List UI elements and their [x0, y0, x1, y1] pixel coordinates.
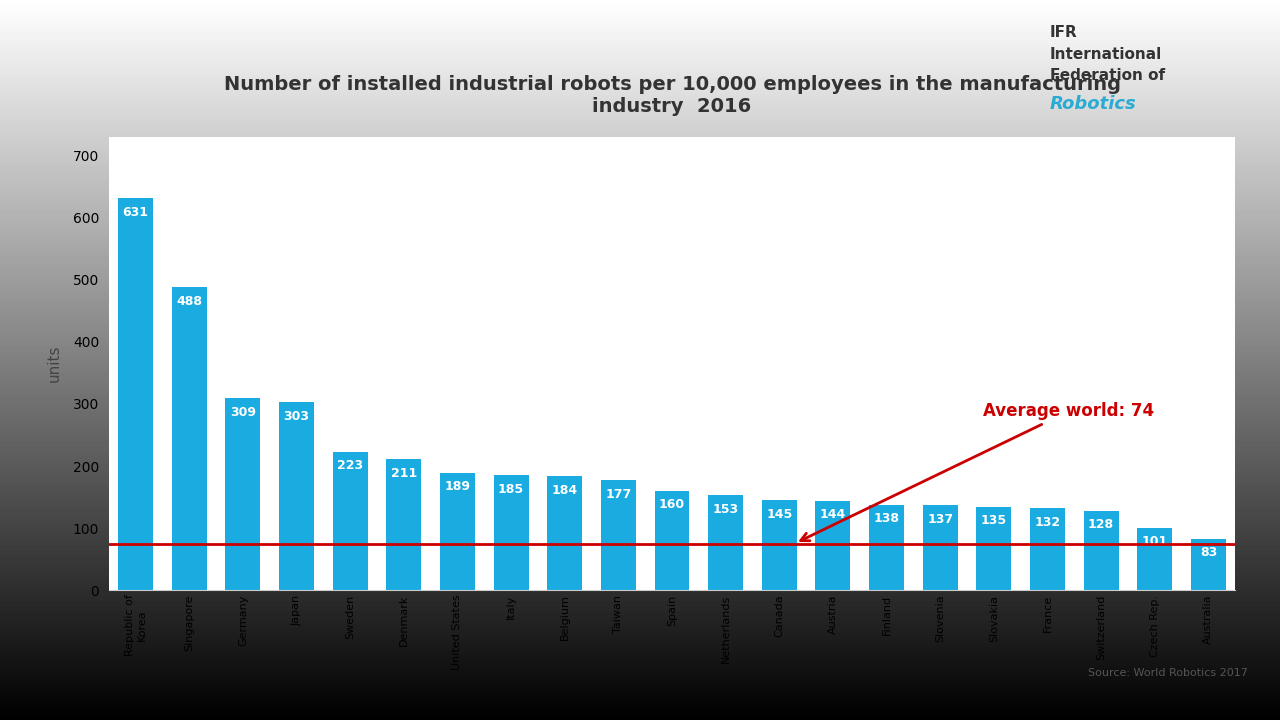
Text: 211: 211	[390, 467, 417, 480]
Bar	[333, 452, 367, 590]
Bar	[279, 402, 314, 590]
Bar	[1030, 508, 1065, 590]
Bar	[1084, 511, 1119, 590]
Text: 223: 223	[337, 459, 364, 472]
Text: 101: 101	[1142, 535, 1167, 548]
Bar	[118, 198, 154, 590]
Bar	[600, 480, 636, 590]
Text: 185: 185	[498, 483, 524, 496]
Text: 303: 303	[284, 410, 310, 423]
Text: 132: 132	[1034, 516, 1061, 528]
Text: 135: 135	[980, 514, 1007, 527]
Bar	[225, 398, 260, 590]
Bar	[654, 491, 690, 590]
Text: 145: 145	[767, 508, 792, 521]
Text: 631: 631	[123, 206, 148, 219]
Text: 153: 153	[713, 503, 739, 516]
Text: 83: 83	[1199, 546, 1217, 559]
Bar	[815, 501, 850, 590]
Bar	[1190, 539, 1226, 590]
Y-axis label: units: units	[46, 345, 61, 382]
Text: Federation of: Federation of	[1050, 68, 1165, 84]
Text: 189: 189	[444, 480, 471, 493]
Text: International: International	[1050, 47, 1162, 62]
Bar	[923, 505, 957, 590]
Text: 309: 309	[230, 406, 256, 419]
Text: 177: 177	[605, 488, 631, 501]
Bar	[440, 473, 475, 590]
Text: 128: 128	[1088, 518, 1114, 531]
Text: Robotics: Robotics	[1050, 95, 1137, 113]
Text: Average world: 74: Average world: 74	[801, 402, 1155, 541]
Text: 137: 137	[927, 513, 954, 526]
Bar	[387, 459, 421, 590]
Bar	[869, 505, 904, 590]
Text: 144: 144	[819, 508, 846, 521]
Bar	[977, 506, 1011, 590]
Bar	[548, 476, 582, 590]
Bar	[494, 475, 529, 590]
Bar	[708, 495, 744, 590]
Text: 138: 138	[873, 512, 900, 525]
Text: Source: World Robotics 2017: Source: World Robotics 2017	[1088, 668, 1248, 678]
Bar	[762, 500, 796, 590]
Text: IFR: IFR	[1050, 25, 1078, 40]
Text: 160: 160	[659, 498, 685, 511]
Bar	[172, 287, 206, 590]
Text: 184: 184	[552, 484, 577, 497]
Text: 488: 488	[177, 294, 202, 307]
Bar	[1138, 528, 1172, 590]
Title: Number of installed industrial robots per 10,000 employees in the manufacturing
: Number of installed industrial robots pe…	[224, 75, 1120, 116]
